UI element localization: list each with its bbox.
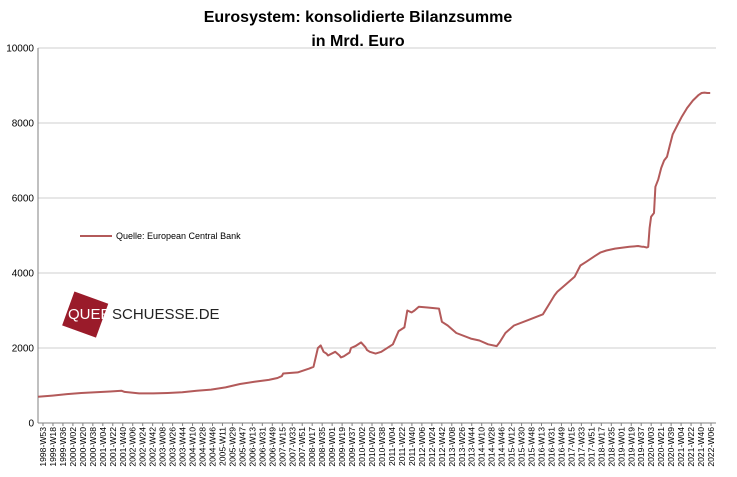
- x-tick-label-44: 2014-W10: [477, 427, 487, 467]
- x-tick-label-60: 2019-W37: [636, 427, 646, 467]
- x-tick-label-32: 2010-W02: [357, 427, 367, 467]
- x-tick-label-15: 2004-W10: [188, 427, 198, 467]
- x-tick-label-5: 2000-W38: [88, 427, 98, 467]
- x-tick-label-28: 2008-W35: [317, 427, 327, 467]
- x-tick-label-45: 2014-W28: [487, 427, 497, 467]
- series-line-0: [37, 91, 711, 398]
- watermark-square: [62, 291, 109, 338]
- y-tick-label-0: 0: [28, 419, 34, 430]
- watermark-logo: QUER SCHUESSE.DE: [62, 291, 220, 338]
- x-tick-label-33: 2010-W20: [367, 427, 377, 467]
- x-tick-label-34: 2010-W38: [377, 427, 387, 467]
- y-tick-label-6000: 6000: [12, 194, 35, 205]
- x-tick-label-47: 2015-W12: [507, 427, 517, 467]
- x-tick-label-22: 2006-W31: [257, 427, 267, 467]
- x-tick-label-6: 2001-W04: [98, 427, 108, 467]
- x-tick-label-48: 2015-W30: [517, 427, 527, 467]
- x-tick-label-27: 2008-W17: [307, 427, 317, 467]
- x-tick-label-61: 2020-W03: [646, 427, 656, 467]
- axes: [37, 48, 716, 424]
- x-tick-label-55: 2017-W51: [586, 427, 596, 467]
- grid: [38, 47, 716, 349]
- chart-subtitle: in Mrd. Euro: [311, 33, 405, 50]
- x-tick-label-24: 2007-W15: [277, 427, 287, 467]
- x-tick-label-21: 2006-W13: [247, 427, 257, 467]
- x-tick-label-8: 2001-W40: [118, 427, 128, 467]
- x-tick-label-64: 2021-W04: [676, 427, 686, 467]
- x-tick-label-54: 2017-W33: [576, 427, 586, 467]
- x-tick-label-40: 2012-W42: [437, 427, 447, 467]
- x-tick-label-65: 2021-W22: [686, 427, 696, 467]
- x-tick-label-31: 2009-W37: [347, 427, 357, 467]
- x-tick-label-9: 2002-W06: [128, 427, 138, 467]
- x-tick-label-52: 2016-W49: [556, 427, 566, 467]
- x-axis-ticks: 1998-W53 1999-W18 1999-W36 2000-W02 2000-W20…: [38, 423, 716, 467]
- x-tick-label-14: 2003-W44: [178, 427, 188, 467]
- y-axis-ticks: 0 2000 4000 6000 8000 10000: [6, 44, 34, 430]
- watermark-text-part2: SCHUESSE.DE: [112, 306, 220, 323]
- x-tick-label-43: 2013-W44: [467, 427, 477, 467]
- x-tick-label-13: 2003-W26: [168, 427, 178, 467]
- x-tick-label-36: 2011-W22: [397, 427, 407, 466]
- x-tick-label-11: 2002-W42: [148, 427, 158, 467]
- x-tick-label-18: 2005-W11: [217, 427, 227, 466]
- x-tick-label-50: 2016-W13: [537, 427, 547, 467]
- legend: Quelle: European Central Bank: [80, 231, 241, 241]
- x-tick-label-35: 2011-W04: [387, 427, 397, 466]
- x-tick-label-0: 1998-W53: [38, 427, 48, 467]
- y-tick-label-2000: 2000: [12, 344, 35, 355]
- x-tick-label-30: 2009-W19: [337, 427, 347, 467]
- x-tick-label-38: 2012-W06: [417, 427, 427, 467]
- legend-entry: Quelle: European Central Bank: [116, 231, 241, 241]
- x-tick-label-39: 2012-W24: [427, 427, 437, 467]
- x-tick-label-53: 2017-W15: [566, 427, 576, 467]
- x-tick-label-1: 1999-W18: [48, 427, 58, 467]
- x-tick-label-59: 2019-W19: [626, 427, 636, 467]
- x-tick-label-7: 2001-W22: [108, 427, 118, 467]
- x-tick-label-23: 2006-W49: [267, 427, 277, 467]
- x-tick-label-10: 2002-W24: [138, 427, 148, 467]
- x-tick-label-58: 2019-W01: [616, 427, 626, 467]
- x-tick-label-25: 2007-W33: [287, 427, 297, 467]
- chart-title: Eurosystem: konsolidierte Bilanzsumme: [204, 9, 513, 26]
- x-tick-label-12: 2003-W08: [158, 427, 168, 467]
- y-tick-label-4000: 4000: [12, 269, 35, 280]
- x-tick-label-26: 2007-W51: [297, 427, 307, 467]
- x-tick-label-3: 2000-W02: [68, 427, 78, 467]
- series-group: [37, 91, 711, 398]
- x-tick-label-62: 2020-W21: [656, 427, 666, 467]
- x-tick-label-66: 2021-W40: [696, 427, 706, 467]
- x-tick-label-29: 2009-W01: [327, 427, 337, 467]
- x-tick-label-19: 2005-W29: [227, 427, 237, 467]
- y-tick-label-8000: 8000: [12, 119, 35, 130]
- x-tick-label-37: 2011-W40: [407, 427, 417, 466]
- x-tick-label-17: 2004-W46: [207, 427, 217, 467]
- x-tick-label-2: 1999-W36: [58, 427, 68, 467]
- x-tick-label-56: 2018-W17: [596, 427, 606, 467]
- x-tick-label-49: 2015-W48: [527, 427, 537, 467]
- watermark-text-part1: QUER: [68, 306, 112, 323]
- y-tick-label-10000: 10000: [6, 44, 34, 55]
- x-tick-label-42: 2013-W26: [457, 427, 467, 467]
- x-tick-label-4: 2000-W20: [78, 427, 88, 467]
- x-tick-label-41: 2013-W08: [447, 427, 457, 467]
- x-tick-label-16: 2004-W28: [198, 427, 208, 467]
- x-tick-label-63: 2020-W39: [666, 427, 676, 467]
- x-tick-label-20: 2005-W47: [237, 427, 247, 467]
- x-tick-label-57: 2018-W35: [606, 427, 616, 467]
- x-tick-label-67: 2022-W06: [706, 427, 716, 467]
- x-tick-label-46: 2014-W46: [497, 427, 507, 467]
- x-tick-label-51: 2016-W31: [546, 427, 556, 467]
